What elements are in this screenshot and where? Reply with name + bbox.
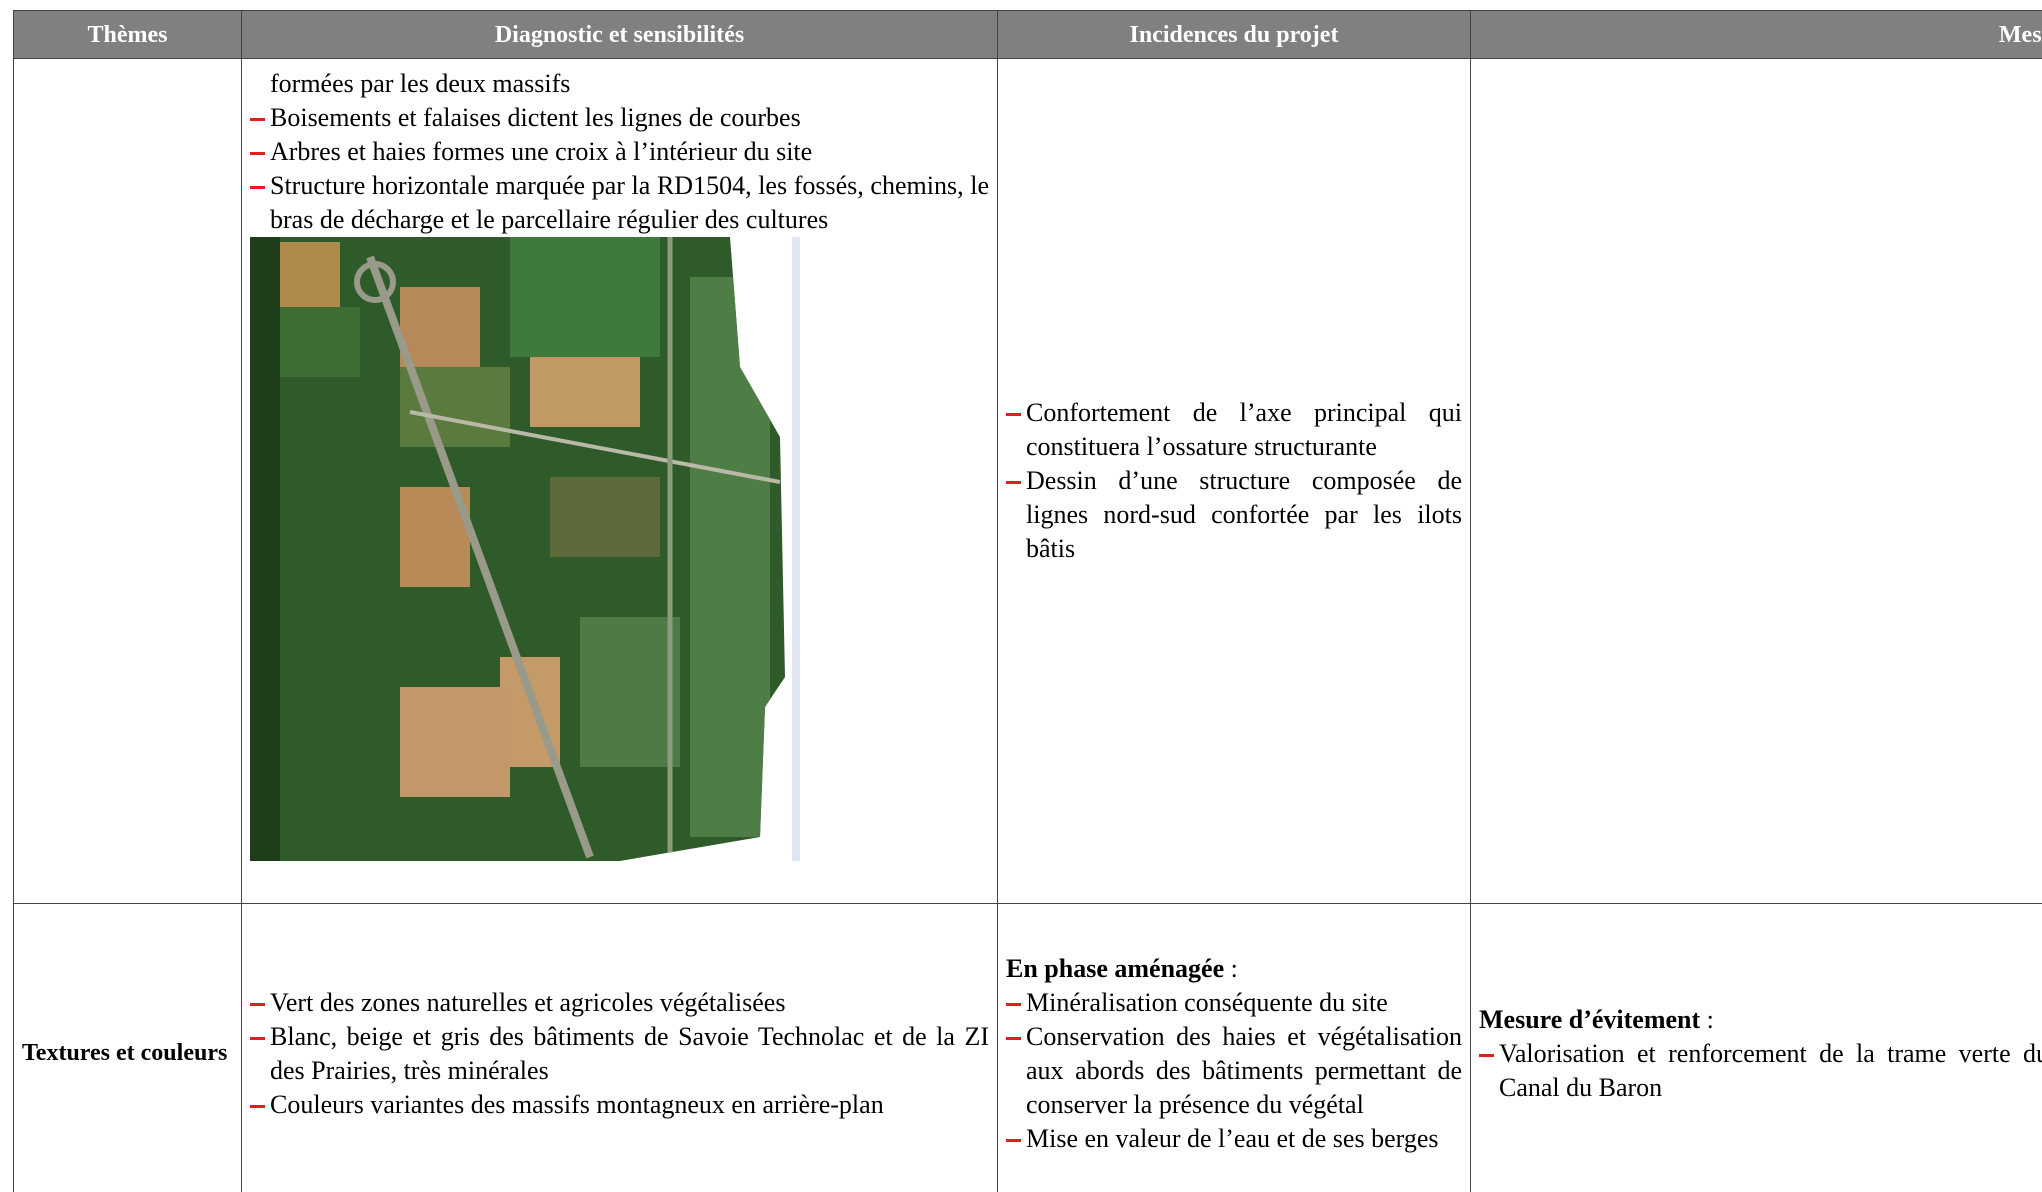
bullet [1006, 1002, 1021, 1006]
diagnostic-cell: formées par les deux massifs Boisements … [241, 58, 998, 904]
row: formées par les deux massifs Boisements … [13, 58, 2042, 904]
heading: En phase aménagée [1006, 953, 1225, 983]
incidences-cell: Confortement de l’axe principal qui cons… [997, 58, 1471, 904]
list-item: Structure horizontale marquée par la RD1… [250, 169, 989, 237]
theme-cell [13, 58, 242, 904]
list-item: Blanc, beige et gris des bâtiments de Sa… [250, 1020, 989, 1088]
list-item: Arbres et haies formes une croix à l’int… [250, 135, 989, 169]
heading-line: Mesure d’évitement : [1479, 1003, 2042, 1037]
item-text: Vert des zones naturelles et agricoles v… [270, 987, 786, 1017]
header-cell: Thèmes [13, 10, 242, 59]
text: formées par les deux massifs [270, 69, 571, 98]
list: Confortement de l’axe principal qui cons… [1006, 396, 1462, 566]
list: Boisements et falaises dictent les ligne… [250, 101, 989, 237]
list-item: Mise en valeur de l’eau et de ses berges [1006, 1122, 1462, 1156]
header-cell: Incidences du projet [997, 10, 1471, 59]
bullet [250, 1104, 265, 1108]
mesures-cell [1470, 58, 2042, 904]
item-text: Dessin d’une structure composée de ligne… [1026, 466, 1462, 563]
list-item: Confortement de l’axe principal qui cons… [1006, 396, 1462, 464]
header-cell: Diagnostic et sensibilités [241, 10, 998, 59]
bullet [1479, 1053, 1494, 1057]
bullet [1006, 1036, 1021, 1040]
incidences-cell: En phase aménagée : Minéralisation consé… [997, 903, 1471, 1192]
row: Textures et couleurs Vert des zones natu… [13, 903, 2042, 1192]
list-item: Couleurs variantes des massifs montagneu… [250, 1088, 989, 1122]
list-item: Vert des zones naturelles et agricoles v… [250, 986, 989, 1020]
list-item: Boisements et falaises dictent les ligne… [250, 101, 989, 135]
item-text: Arbres et haies formes une croix à l’int… [270, 137, 813, 166]
heading: Mesure d’évitement [1479, 1004, 1701, 1034]
header-row: Thèmes Diagnostic et sensibilités Incide… [13, 10, 2042, 59]
bullet [1006, 413, 1021, 416]
list-item: Conservation des haies et végétalisation… [1006, 1020, 1462, 1122]
bullet [250, 186, 265, 189]
list: Minéralisation conséquente du site Conser… [1006, 986, 1462, 1156]
heading-colon: : [1706, 1004, 1714, 1034]
item-text: Valorisation et renforcement de la trame… [1499, 1038, 2042, 1102]
list-item: Dessin d’une structure composée de ligne… [1006, 464, 1462, 566]
bullet [250, 1036, 265, 1040]
mesures-cell: Mesure d’évitement : Valorisation et ren… [1470, 903, 2042, 1192]
heading-colon: : [1230, 953, 1238, 983]
list-item: Valorisation et renforcement de la trame… [1479, 1037, 2042, 1105]
bullet [1006, 481, 1021, 484]
bullet [250, 118, 265, 121]
bullet [1006, 1138, 1021, 1142]
diagnostic-cell: Vert des zones naturelles et agricoles v… [241, 903, 998, 1192]
list: Vert des zones naturelles et agricoles v… [250, 986, 989, 1122]
aerial-image [250, 237, 800, 861]
theme-cell: Textures et couleurs [13, 903, 242, 1192]
item-text: Couleurs variantes des massifs montagneu… [270, 1089, 884, 1119]
table: Thèmes Diagnostic et sensibilités Incide… [13, 10, 2042, 1192]
list-item: Minéralisation conséquente du site [1006, 986, 1462, 1020]
item-text: Confortement de l’axe principal qui cons… [1026, 398, 1462, 461]
bullet [250, 1002, 265, 1006]
header-cell: Mesures [1470, 10, 2042, 59]
item-text: Blanc, beige et gris des bâtiments de Sa… [270, 1021, 989, 1085]
item-text: Boisements et falaises dictent les ligne… [270, 103, 801, 132]
item-text: Mise en valeur de l’eau et de ses berges [1026, 1123, 1439, 1153]
item-text: Conservation des haies et végétalisation… [1026, 1021, 1462, 1119]
heading-line: En phase aménagée : [1006, 952, 1462, 986]
item-text: Minéralisation conséquente du site [1026, 987, 1388, 1017]
item-text: Structure horizontale marquée par la RD1… [270, 171, 989, 234]
list: Valorisation et renforcement de la trame… [1479, 1037, 2042, 1105]
bullet [250, 152, 265, 155]
